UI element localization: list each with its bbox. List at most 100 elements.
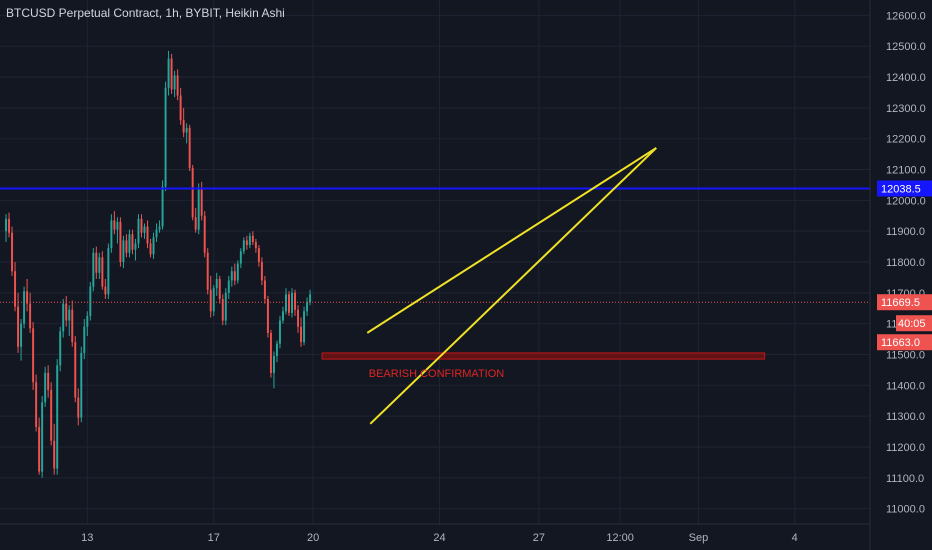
candle-body: [23, 291, 26, 324]
countdown-tag: 40:05: [898, 318, 926, 330]
level-price-tag-bg: [877, 180, 932, 197]
candle-body: [146, 226, 149, 244]
candle-body: [227, 280, 230, 293]
candle-body: [17, 306, 20, 347]
candle-body: [206, 252, 209, 290]
candle-body: [125, 240, 128, 253]
candle-body: [272, 356, 275, 373]
candle-body: [188, 127, 191, 168]
y-tick-label: 12600.0: [886, 10, 926, 22]
candle-body: [35, 382, 38, 427]
candle-body: [248, 235, 251, 246]
candle-body: [245, 240, 248, 246]
y-tick-label: 12300.0: [886, 103, 926, 115]
x-tick-label: 20: [307, 532, 319, 544]
candle-body: [140, 218, 143, 233]
x-tick-label: 24: [433, 532, 445, 544]
candle-body: [158, 226, 161, 230]
candle-body: [137, 218, 140, 244]
candle-body: [131, 234, 134, 250]
candle-body: [236, 263, 239, 281]
candle-body: [278, 320, 281, 344]
candle-body: [14, 271, 17, 307]
candle-body: [212, 288, 215, 312]
candle-body: [306, 302, 309, 312]
candle-body: [38, 426, 41, 472]
candle-body: [101, 257, 104, 287]
bearish-zone-rect[interactable]: [321, 352, 766, 360]
x-tick-label: 13: [81, 532, 93, 544]
candle-body: [41, 402, 44, 472]
candle-body: [242, 240, 245, 252]
y-tick-label: 11000.0: [886, 504, 925, 516]
candle-body: [215, 278, 218, 289]
candle-body: [47, 372, 50, 390]
candle-body: [161, 186, 164, 227]
candle-body: [269, 332, 272, 373]
y-tick-label: 11400.0: [886, 380, 925, 392]
candle-body: [65, 303, 68, 321]
candle-body: [20, 323, 23, 347]
candle-body: [297, 309, 300, 327]
candle-body: [263, 280, 266, 299]
x-tick-label: 12:00: [606, 532, 634, 544]
y-tick-label: 11800.0: [886, 257, 925, 269]
candle-body: [80, 352, 83, 418]
candle-body: [77, 397, 80, 418]
y-tick-label: 11500.0: [886, 349, 925, 361]
candle-body: [176, 75, 179, 96]
candle-body: [303, 311, 306, 343]
lower-wedge-line[interactable]: [369, 147, 657, 425]
candle-body: [300, 326, 303, 343]
candle-body: [191, 167, 194, 218]
candle-body: [107, 248, 110, 295]
current-price-tag-bg: [877, 294, 932, 311]
candle-body: [266, 298, 269, 333]
candle-body: [239, 251, 242, 264]
chart-title: BTCUSD Perpetual Contract, 1h, BYBIT, He…: [6, 6, 285, 20]
candle-body: [257, 248, 260, 262]
candle-body: [104, 286, 107, 295]
candle-body: [167, 58, 170, 88]
candle-body: [143, 226, 146, 233]
candle-body: [218, 278, 221, 299]
candle-body: [291, 292, 293, 313]
candle-body: [56, 365, 59, 469]
candle-body: [233, 271, 236, 281]
candle-body: [221, 298, 224, 321]
countdown-tag-bg: [896, 315, 932, 332]
candle-body: [122, 240, 125, 262]
candle-body: [275, 343, 278, 357]
candle-body: [203, 215, 206, 253]
candle-body: [254, 241, 257, 249]
y-tick-label: 12000.0: [886, 195, 926, 207]
x-tick-label: 4: [792, 532, 798, 544]
candle-body: [59, 331, 62, 366]
candle-body: [149, 243, 152, 255]
candle-body: [116, 221, 119, 230]
candle-body: [95, 252, 98, 273]
y-tick-label: 11100.0: [886, 473, 924, 485]
price-axis-panel: [870, 0, 932, 550]
candle-body: [294, 292, 296, 310]
candle-body: [164, 87, 167, 187]
upper-wedge-line[interactable]: [366, 147, 657, 334]
candle-body: [128, 234, 131, 253]
y-tick-label: 12100.0: [886, 165, 926, 177]
second-price-tag: 11663.0: [881, 337, 920, 349]
candle-body: [197, 188, 200, 230]
candle-body: [113, 220, 116, 230]
y-tick-label: 12400.0: [886, 72, 926, 84]
candle-body: [92, 252, 95, 287]
candle-body: [230, 271, 233, 281]
candle-body: [68, 309, 71, 321]
annotation-bearish-confirmation: BEARISH CONFIRMATION: [369, 368, 505, 380]
candle-body: [8, 218, 11, 233]
candle-body: [155, 229, 158, 238]
candle-body: [179, 95, 182, 121]
candle-body: [11, 232, 14, 272]
candle-body: [5, 218, 7, 232]
candle-body: [98, 257, 101, 273]
